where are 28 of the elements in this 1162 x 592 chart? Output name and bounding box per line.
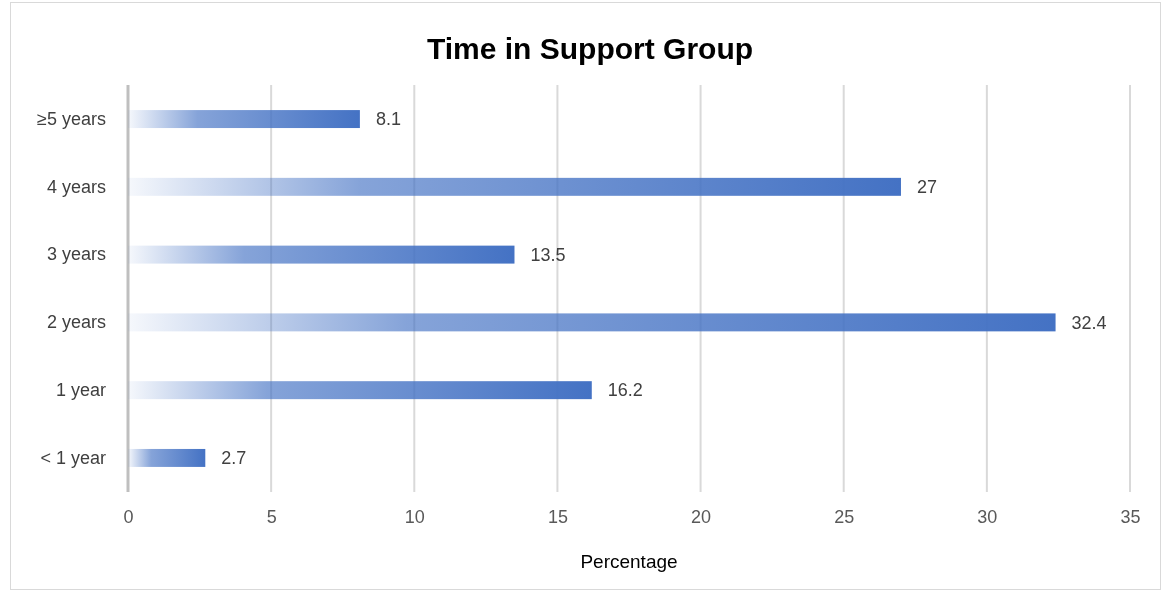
data-label: 16.2 <box>607 380 643 401</box>
x-tick-label: 15 <box>547 506 568 527</box>
bar <box>128 313 1056 332</box>
x-tick-label: 30 <box>977 506 998 527</box>
x-tick-label: 10 <box>404 506 425 527</box>
data-label: 32.4 <box>1071 312 1107 333</box>
y-tick-label: 4 years <box>46 176 106 197</box>
x-tick-label: 0 <box>123 506 134 527</box>
chart-title: Time in Support Group <box>426 32 754 65</box>
y-tick-label: 2 years <box>46 312 106 333</box>
bar <box>128 448 206 467</box>
y-tick-label: 1 year <box>55 379 106 400</box>
y-tick-label: < 1 year <box>40 447 106 468</box>
data-label: 2.7 <box>221 448 247 469</box>
bar <box>128 245 515 264</box>
x-tick-label: 35 <box>1120 506 1141 527</box>
x-tick-label: 25 <box>834 506 855 527</box>
x-axis-title: Percentage <box>580 551 678 572</box>
y-tick-label: ≥5 years <box>37 108 106 129</box>
data-label: 13.5 <box>530 244 566 265</box>
data-label: 8.1 <box>375 109 401 130</box>
bar <box>128 110 360 129</box>
data-label: 27 <box>916 177 937 198</box>
y-tick-label: 3 years <box>46 244 106 265</box>
bar <box>128 177 901 196</box>
x-tick-label: 5 <box>266 506 277 527</box>
bar <box>128 381 592 400</box>
x-tick-label: 20 <box>691 506 712 527</box>
